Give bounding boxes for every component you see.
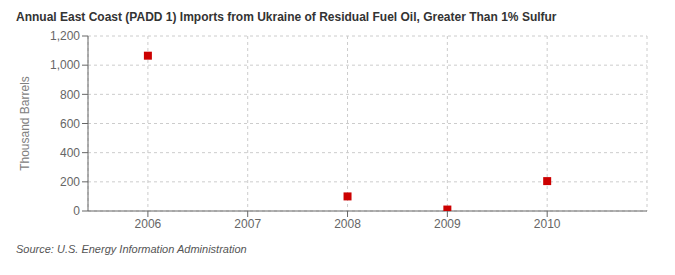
svg-text:800: 800 (60, 88, 80, 102)
svg-text:400: 400 (60, 146, 80, 160)
html-text:Annual East Coast (PADD 1) Imp: Annual East Coast (PADD 1) Imports from … (16, 10, 557, 24)
svg-text:600: 600 (60, 117, 80, 131)
html-text:Source: U.S. Energy Informatio: Source: U.S. Energy Information Administ… (16, 243, 247, 255)
svg-text:2010: 2010 (534, 217, 561, 231)
svg-text:2008: 2008 (334, 217, 361, 231)
svg-text:2009: 2009 (434, 217, 461, 231)
svg-text:200: 200 (60, 175, 80, 189)
svg-text:1,000: 1,000 (50, 58, 80, 72)
svg-text:1,200: 1,200 (50, 29, 80, 43)
svg-text:2006: 2006 (135, 217, 162, 231)
svg-text:2007: 2007 (234, 217, 261, 231)
svg-text:Thousand Barrels: Thousand Barrels (18, 76, 32, 171)
svg-text:0: 0 (73, 204, 80, 218)
